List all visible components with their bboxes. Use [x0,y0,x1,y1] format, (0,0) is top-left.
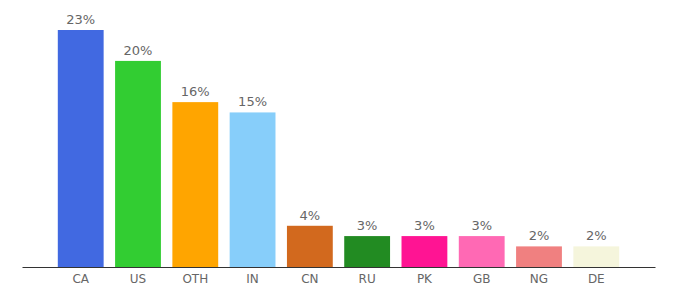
bar [344,236,390,267]
tick-label: GB [473,272,491,286]
data-labels: 23% 20% 16% 15% 4% 3% 3% 3% 2% 2% [66,12,606,243]
tick-label: OTH [182,272,208,286]
bar [459,236,505,267]
bar [287,226,333,267]
tick-label: CN [301,272,318,286]
tick: CA [72,267,89,286]
tick-label: PK [417,272,433,286]
bar [573,246,619,267]
data-label: 16% [181,84,210,99]
data-label: 4% [300,208,321,223]
axis-line [23,267,656,268]
tick-label: NG [530,272,548,286]
bar [402,236,448,267]
tick-label: RU [359,272,376,286]
data-label: 3% [471,218,492,233]
tick-label: CA [72,272,89,286]
data-label: 20% [124,43,153,58]
tick: DE [588,267,605,286]
x-axis: CA US OTH IN CN RU PK GB NG DE [23,267,656,286]
data-label: 3% [414,218,435,233]
bar [58,30,104,267]
tick: CN [301,267,318,286]
bar [516,246,562,267]
tick-label: DE [588,272,605,286]
tick: RU [359,267,376,286]
data-label: 3% [357,218,378,233]
tick: IN [246,267,259,286]
bar [172,102,218,267]
data-label: 2% [586,228,607,243]
chart: 23% 20% 16% 15% 4% 3% 3% 3% 2% 2% CA US OTH IN CN RU PK G… [0,0,680,300]
bars [58,30,619,267]
bar [115,61,161,267]
tick: PK [417,267,433,286]
tick-label: IN [246,272,259,286]
data-label: 15% [238,94,267,109]
tick-label: US [130,272,146,286]
tick: GB [473,267,491,286]
data-label: 2% [529,228,550,243]
data-label: 23% [66,12,95,27]
bar [230,112,276,267]
tick: OTH [182,267,208,286]
tick: NG [530,267,548,286]
tick: US [130,267,146,286]
